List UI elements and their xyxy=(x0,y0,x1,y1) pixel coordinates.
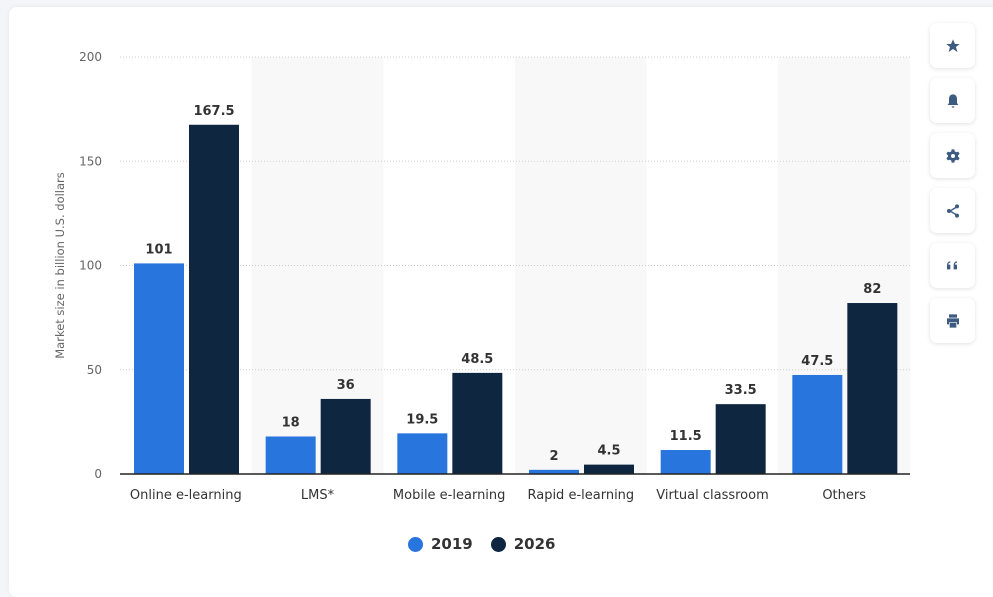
bar-2019 xyxy=(529,469,579,474)
print-icon xyxy=(946,313,959,328)
data-label: 2 xyxy=(549,449,558,464)
legend-label: 2019 xyxy=(431,535,473,553)
y-tick-label: 200 xyxy=(79,50,102,64)
data-label: 11.5 xyxy=(670,429,702,444)
data-label: 33.5 xyxy=(725,383,757,398)
star-icon xyxy=(945,38,960,52)
y-tick-label: 100 xyxy=(79,259,102,273)
legend-item-2019[interactable]: 2019 xyxy=(408,535,473,553)
x-tick-label: LMS* xyxy=(301,488,335,503)
legend-dot-2019 xyxy=(408,536,423,552)
legend-label: 2026 xyxy=(513,535,556,553)
quote-icon xyxy=(946,260,957,269)
x-tick-label: Others xyxy=(822,488,866,503)
bar-2026 xyxy=(320,398,371,474)
notification-button[interactable] xyxy=(930,78,975,123)
y-axis-title: Market size in billion U.S. dollars xyxy=(53,172,67,359)
bar-2019 xyxy=(660,450,711,474)
bar-2019 xyxy=(792,374,843,474)
bar-2019 xyxy=(134,263,184,474)
x-tick-label: Rapid e-learning xyxy=(527,488,634,503)
print-button[interactable] xyxy=(930,298,975,343)
legend-item-2026[interactable]: 2026 xyxy=(490,535,556,553)
x-tick-label: Mobile e-learning xyxy=(393,488,506,503)
bar-2019 xyxy=(265,436,316,474)
legend: 2019 2026 xyxy=(408,535,556,553)
data-label: 82 xyxy=(863,282,881,297)
favorite-button[interactable] xyxy=(930,23,975,68)
gear-icon xyxy=(945,148,960,163)
data-label: 47.5 xyxy=(801,354,833,369)
bar-chart: 0 50 100 150 200 Market size in billion U.S. … xyxy=(53,50,910,503)
share-button[interactable] xyxy=(930,188,975,233)
settings-button[interactable] xyxy=(930,133,975,178)
bar-2026 xyxy=(452,372,503,474)
data-label: 48.5 xyxy=(461,352,493,367)
legend-dot-2026 xyxy=(490,536,506,552)
bar-2026 xyxy=(715,404,766,474)
bar-2026 xyxy=(189,124,239,474)
chart-toolbar xyxy=(930,23,975,343)
bar-2019 xyxy=(397,433,448,474)
bell-icon xyxy=(947,93,958,108)
x-tick-label: Online e-learning xyxy=(130,488,242,503)
data-label: 18 xyxy=(282,415,300,430)
data-label: 36 xyxy=(337,378,355,393)
data-label: 4.5 xyxy=(597,444,620,459)
x-tick-label: Virtual classroom xyxy=(656,488,769,503)
data-label: 167.5 xyxy=(193,104,234,119)
data-label: 19.5 xyxy=(406,412,438,427)
bar-2026 xyxy=(584,464,634,474)
y-tick-label: 50 xyxy=(87,363,102,377)
share-icon xyxy=(946,203,959,218)
cite-button[interactable] xyxy=(930,243,975,288)
bar-2026 xyxy=(847,303,898,474)
y-tick-label: 0 xyxy=(94,467,102,481)
data-label: 101 xyxy=(145,242,172,257)
y-tick-label: 150 xyxy=(79,154,102,168)
